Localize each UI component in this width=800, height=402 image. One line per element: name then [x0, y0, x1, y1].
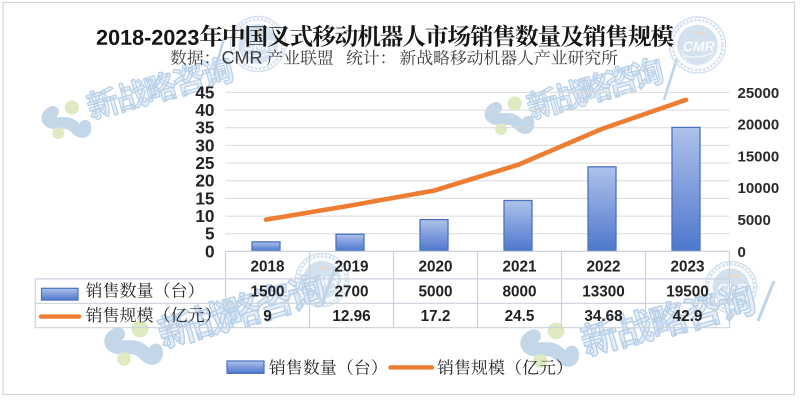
- svg-text:20: 20: [195, 171, 214, 191]
- svg-text:2023: 2023: [670, 258, 704, 275]
- svg-text:25000: 25000: [738, 85, 780, 102]
- svg-text:34.68: 34.68: [584, 308, 623, 325]
- svg-text:10000: 10000: [738, 180, 780, 197]
- svg-text:35: 35: [195, 118, 215, 138]
- svg-text:5: 5: [205, 224, 215, 244]
- svg-text:5000: 5000: [738, 212, 771, 229]
- svg-text:2700: 2700: [334, 284, 368, 301]
- svg-text:15000: 15000: [738, 148, 780, 165]
- svg-text:9: 9: [263, 308, 272, 325]
- svg-text:24.5: 24.5: [505, 308, 535, 325]
- svg-text:2018: 2018: [250, 258, 285, 275]
- svg-text:13300: 13300: [582, 284, 625, 301]
- svg-text:25: 25: [195, 153, 215, 173]
- svg-text:0: 0: [738, 244, 746, 261]
- svg-text:1500: 1500: [250, 284, 284, 301]
- svg-text:40: 40: [195, 100, 214, 120]
- svg-text:8000: 8000: [502, 284, 536, 301]
- svg-text:5000: 5000: [418, 284, 452, 301]
- svg-text:17.2: 17.2: [421, 308, 451, 325]
- svg-text:2021: 2021: [502, 258, 537, 275]
- svg-text:2022: 2022: [586, 258, 620, 275]
- svg-text:20000: 20000: [738, 117, 780, 134]
- svg-text:15: 15: [195, 188, 215, 208]
- svg-text:2020: 2020: [418, 258, 452, 275]
- svg-text:30: 30: [195, 135, 214, 155]
- svg-text:19500: 19500: [666, 284, 709, 301]
- svg-text:10: 10: [195, 206, 214, 226]
- svg-text:12.96: 12.96: [332, 308, 370, 325]
- svg-text:0: 0: [205, 241, 215, 261]
- svg-text:45: 45: [195, 82, 215, 102]
- svg-text:42.9: 42.9: [673, 308, 703, 325]
- svg-text:2019: 2019: [334, 258, 368, 275]
